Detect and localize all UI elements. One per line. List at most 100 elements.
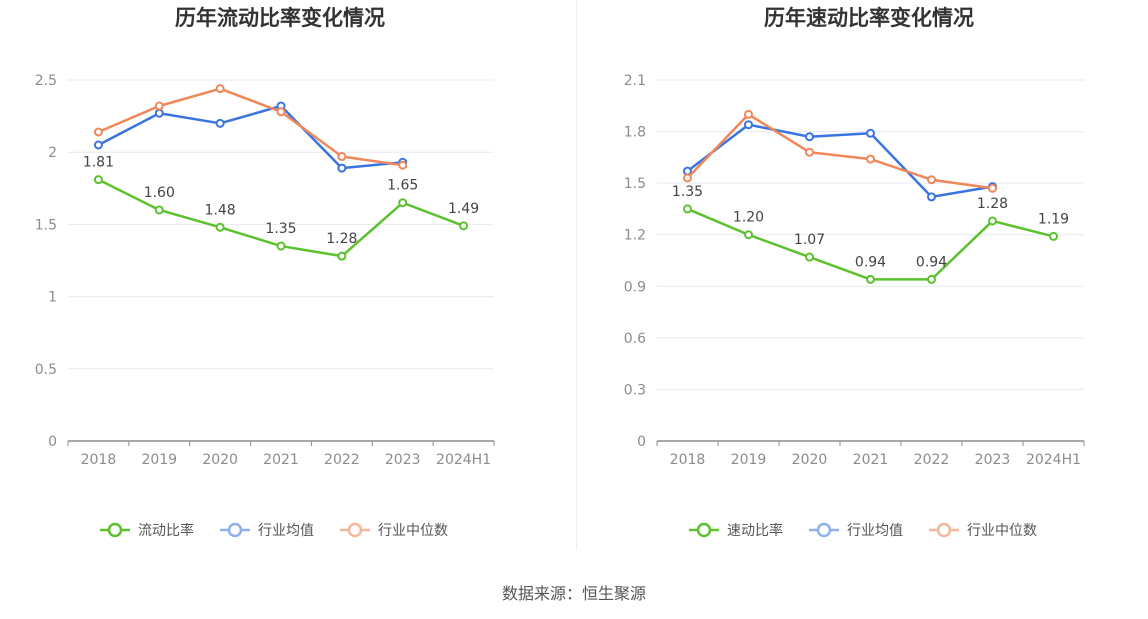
legend-label: 行业均值 — [258, 523, 314, 539]
x-tick-label: 2018 — [81, 452, 117, 468]
y-tick-label: 0.3 — [624, 382, 646, 398]
y-tick-label: 0.9 — [624, 279, 646, 295]
data-point — [93, 175, 103, 185]
legend-label: 行业均值 — [847, 523, 903, 539]
data-point — [215, 118, 225, 128]
y-tick-label: 0 — [48, 434, 57, 450]
chart-title: 历年流动比率变化情况 — [175, 6, 385, 30]
data-point — [398, 198, 408, 208]
data-point — [744, 109, 753, 119]
legend-marker — [347, 522, 363, 538]
data-point — [805, 132, 814, 142]
data-point — [337, 152, 347, 162]
data-point — [93, 140, 103, 150]
x-tick-label: 2019 — [731, 452, 767, 468]
series-line — [686, 113, 993, 190]
current-ratio-chart-panel: 历年流动比率变化情况 0 0.5 1 1.5 2 2.5 2018 2019 2020 2021 20… — [0, 0, 576, 560]
legend-label: 流动比率 — [138, 522, 194, 539]
quick-ratio-chart: 历年速动比率变化情况 0 0.3 0.6 0.9 1.2 1.5 1.8 2.1 2018 2019… — [624, 6, 1085, 539]
data-label: 1.19 — [1038, 211, 1069, 227]
x-tick-label: 2024H1 — [436, 452, 491, 468]
y-tick-label: 1.5 — [35, 217, 57, 233]
series-line — [686, 123, 993, 199]
data-point — [215, 84, 225, 94]
data-point — [1049, 231, 1058, 241]
y-tick-label: 0.6 — [624, 331, 646, 347]
data-point — [866, 274, 875, 284]
legend-label: 速动比率 — [727, 522, 783, 539]
x-tick-label: 2022 — [914, 452, 950, 468]
y-tick-label: 2.5 — [35, 73, 57, 89]
x-tick-label: 2023 — [385, 452, 421, 468]
data-label: 1.07 — [794, 232, 825, 248]
data-point — [988, 216, 997, 226]
data-point — [276, 107, 286, 117]
data-point — [744, 230, 753, 240]
y-tick-label: 1.8 — [624, 125, 646, 141]
y-tick-label: 0.5 — [35, 362, 57, 378]
x-tick-label: 2021 — [263, 452, 299, 468]
y-tick-label: 2 — [48, 145, 57, 161]
legend-label: 行业中位数 — [378, 523, 448, 539]
data-source-label: 数据来源：恒生聚源 — [501, 584, 646, 603]
data-label: 1.28 — [977, 196, 1008, 212]
y-tick-label: 2.1 — [624, 73, 646, 89]
panel-divider — [576, 0, 577, 550]
data-point — [398, 160, 408, 170]
data-label: 1.20 — [733, 210, 764, 226]
data-point — [215, 222, 225, 232]
data-point — [988, 183, 997, 193]
series-line — [97, 104, 403, 170]
legend-marker — [227, 522, 243, 538]
data-label: 1.81 — [83, 155, 114, 171]
data-point — [337, 251, 347, 261]
legend-label: 行业中位数 — [967, 523, 1037, 539]
y-tick-label: 0 — [637, 434, 646, 450]
data-label: 1.49 — [448, 201, 479, 217]
data-label: 1.65 — [387, 178, 418, 194]
y-tick-label: 1.5 — [624, 176, 646, 192]
data-point — [927, 274, 936, 284]
x-tick-label: 2019 — [141, 452, 177, 468]
data-point — [866, 154, 875, 164]
data-point — [154, 101, 164, 111]
data-point — [927, 192, 936, 202]
data-point — [866, 128, 875, 138]
legend-marker — [816, 522, 832, 538]
data-label: 1.60 — [144, 185, 175, 201]
data-point — [805, 147, 814, 157]
data-label: 1.35 — [265, 221, 296, 237]
data-point — [93, 127, 103, 137]
data-label: 1.28 — [326, 231, 357, 247]
x-tick-label: 2020 — [792, 452, 828, 468]
data-point — [744, 120, 753, 130]
x-tick-label: 2020 — [202, 452, 238, 468]
series-line — [97, 87, 403, 167]
data-point — [683, 204, 692, 214]
data-point — [459, 221, 469, 231]
x-tick-label: 2023 — [975, 452, 1011, 468]
data-point — [276, 241, 286, 251]
x-tick-label: 2022 — [324, 452, 360, 468]
y-tick-label: 1.2 — [624, 228, 646, 244]
x-tick-label: 2024H1 — [1026, 452, 1081, 468]
quick-ratio-chart-panel: 历年速动比率变化情况 0 0.3 0.6 0.9 1.2 1.5 1.8 2.1 2018 2019… — [576, 0, 1148, 560]
data-label: 1.35 — [672, 184, 703, 200]
data-label: 0.94 — [855, 254, 886, 270]
x-tick-label: 2021 — [853, 452, 889, 468]
data-point — [927, 175, 936, 185]
y-tick-label: 1 — [48, 290, 57, 306]
chart-title: 历年速动比率变化情况 — [764, 6, 974, 30]
data-point — [154, 108, 164, 118]
data-label: 1.48 — [205, 202, 236, 218]
data-label: 0.94 — [916, 254, 947, 270]
data-point — [683, 173, 692, 183]
legend-marker — [696, 522, 712, 538]
legend-marker — [936, 522, 952, 538]
current-ratio-chart: 历年流动比率变化情况 0 0.5 1 1.5 2 2.5 2018 2019 2020 2021 20… — [35, 6, 495, 539]
data-point — [154, 205, 164, 215]
data-point — [805, 252, 814, 262]
data-point — [337, 163, 347, 173]
legend-marker — [107, 522, 123, 538]
